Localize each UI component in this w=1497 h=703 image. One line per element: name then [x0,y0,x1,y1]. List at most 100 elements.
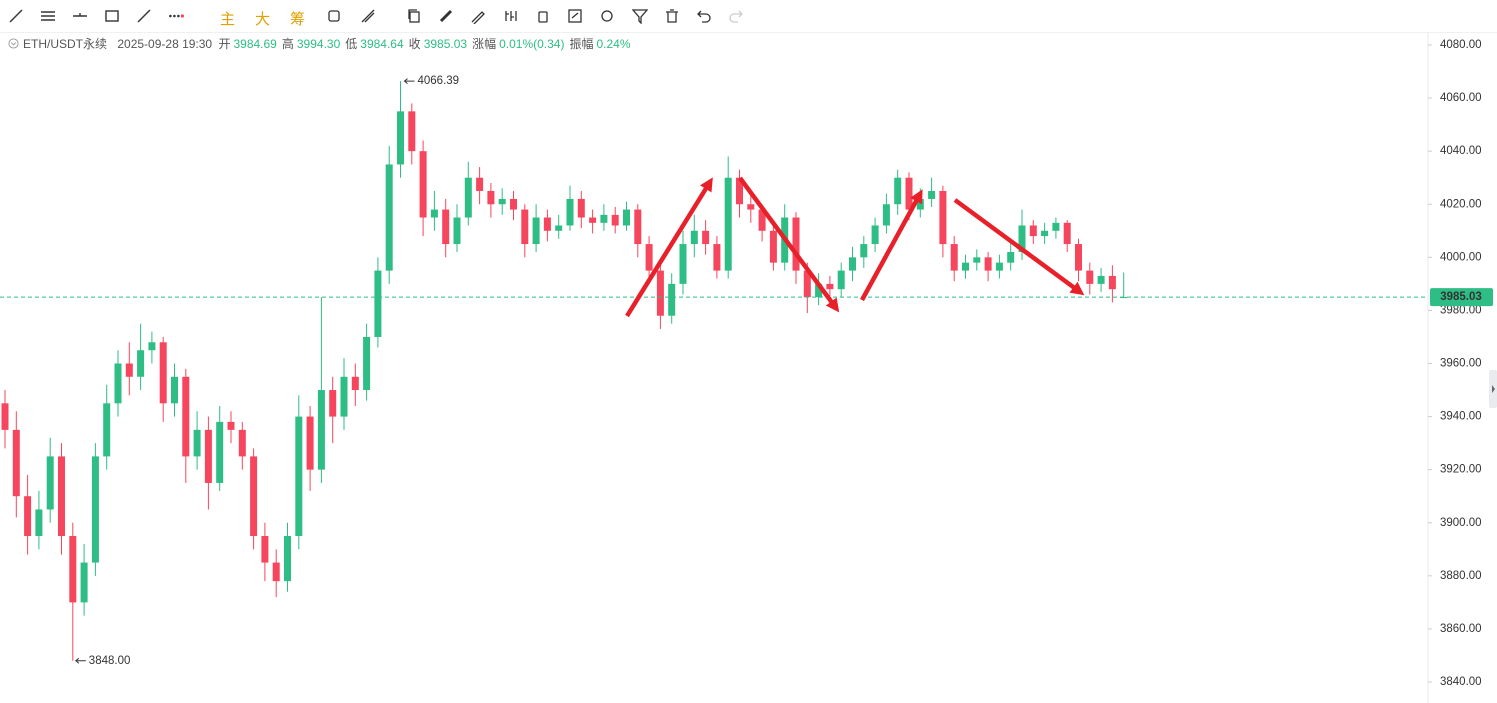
tool-icon[interactable] [360,8,376,24]
candle-body [295,416,303,537]
candle-body [973,257,981,263]
candle-body [498,198,506,205]
candle-body [487,190,495,205]
candle-body [939,190,947,245]
candle-body [769,230,777,263]
candle-body [1,403,9,430]
candle-body [363,336,371,391]
candle-body [510,198,517,210]
tool-icon[interactable] [599,8,615,24]
candle-body [1018,225,1026,253]
candle-body [171,376,178,404]
tool-hlines[interactable] [40,8,56,24]
candle-body [984,257,992,271]
candle-body [736,177,743,205]
toolbar: 主 大 筹 [0,0,1497,33]
toolbar-main[interactable]: 主 [220,11,236,28]
candle-body [476,177,484,191]
tool-icon[interactable] [503,8,519,24]
candle-body [408,111,416,152]
y-tick-label: 3880.00 [1440,570,1482,582]
field-name: 振幅 [569,37,594,51]
candle-body [803,270,811,298]
tool-delete[interactable] [664,8,680,24]
candle-body [193,429,201,457]
candle-body [261,536,269,563]
candle-body [577,198,585,218]
tool-more[interactable] [168,8,184,24]
candle-body [238,429,246,457]
tool-icon[interactable] [406,8,422,24]
min-label: 3848.00 [89,655,131,667]
candle-body [600,214,608,223]
tool-icon[interactable] [535,8,551,24]
candle-body [882,204,890,226]
drawn-arrows [625,176,1085,318]
candle-body [962,262,969,271]
field-value: 3994.30 [296,37,341,51]
tool-icon[interactable] [567,8,583,24]
candle-body [521,209,529,245]
y-tick-label: 3960.00 [1440,358,1482,370]
candle-body [747,204,755,210]
symbol: ETH/USDT永续 [23,37,108,51]
candle-body [464,177,472,218]
candle-body [668,283,676,316]
candle-body [611,214,619,226]
candle-body [758,209,766,231]
ohlc-info: ETH/USDT永续 2025-09-28 19:30 开 3984.69 高 399… [8,35,639,52]
candle-body [1075,244,1082,271]
candle-body [24,496,32,537]
field-value: 3985.03 [423,37,468,51]
candle-body [645,244,653,271]
y-tick-label: 3940.00 [1440,411,1482,423]
y-tick-label: 3860.00 [1440,623,1482,635]
candle-body [928,190,936,199]
candle-body [12,429,20,497]
candle-body [250,456,258,537]
candle-body [1086,270,1094,284]
toolbar-big[interactable]: 大 [255,11,271,28]
candle-body [385,164,393,271]
field-value: 3984.69 [233,37,277,51]
candle-body [103,403,111,457]
candle-body [871,225,879,245]
tool-icon[interactable] [326,8,342,24]
fields: 开 3984.69 高 3994.30 低 3984.64 收 3985.03 涨幅 0.01%(… [218,37,635,51]
candle-body [623,209,630,226]
candle-body [792,217,800,271]
candle-body [543,217,551,231]
price-tag-label: 3985.03 [1440,291,1482,303]
tool-undo[interactable] [696,8,712,24]
candle-body [713,244,721,271]
toolbar-chips[interactable]: 筹 [290,11,306,28]
side-tab-icon [1492,385,1495,393]
candle-body [950,244,958,271]
candle-body [1052,222,1060,231]
candle-body [849,257,856,271]
tool-redo[interactable] [728,8,744,24]
tool-rect[interactable] [104,8,120,24]
candle-body [656,270,664,316]
candle-body [80,562,88,603]
candle-body [860,244,868,258]
candle-body [137,350,145,377]
field-name: 高 [281,37,294,51]
tool-ray[interactable] [136,8,152,24]
candle-body [148,342,156,351]
candle-body [69,536,77,603]
candle-body [566,198,574,226]
tool-hline[interactable] [72,8,88,24]
candle-body [430,209,438,218]
y-tick-label: 4020.00 [1440,198,1482,210]
collapse-icon[interactable] [8,38,19,49]
tool-line[interactable] [8,8,24,24]
tool-icon[interactable] [470,8,486,24]
y-tick-label: 3900.00 [1440,517,1482,529]
time: 2025-09-28 19:30 [117,37,213,51]
candle-body [114,363,122,404]
candle-body [555,225,563,231]
tool-icon[interactable] [438,8,454,24]
tool-filter[interactable] [632,8,648,24]
